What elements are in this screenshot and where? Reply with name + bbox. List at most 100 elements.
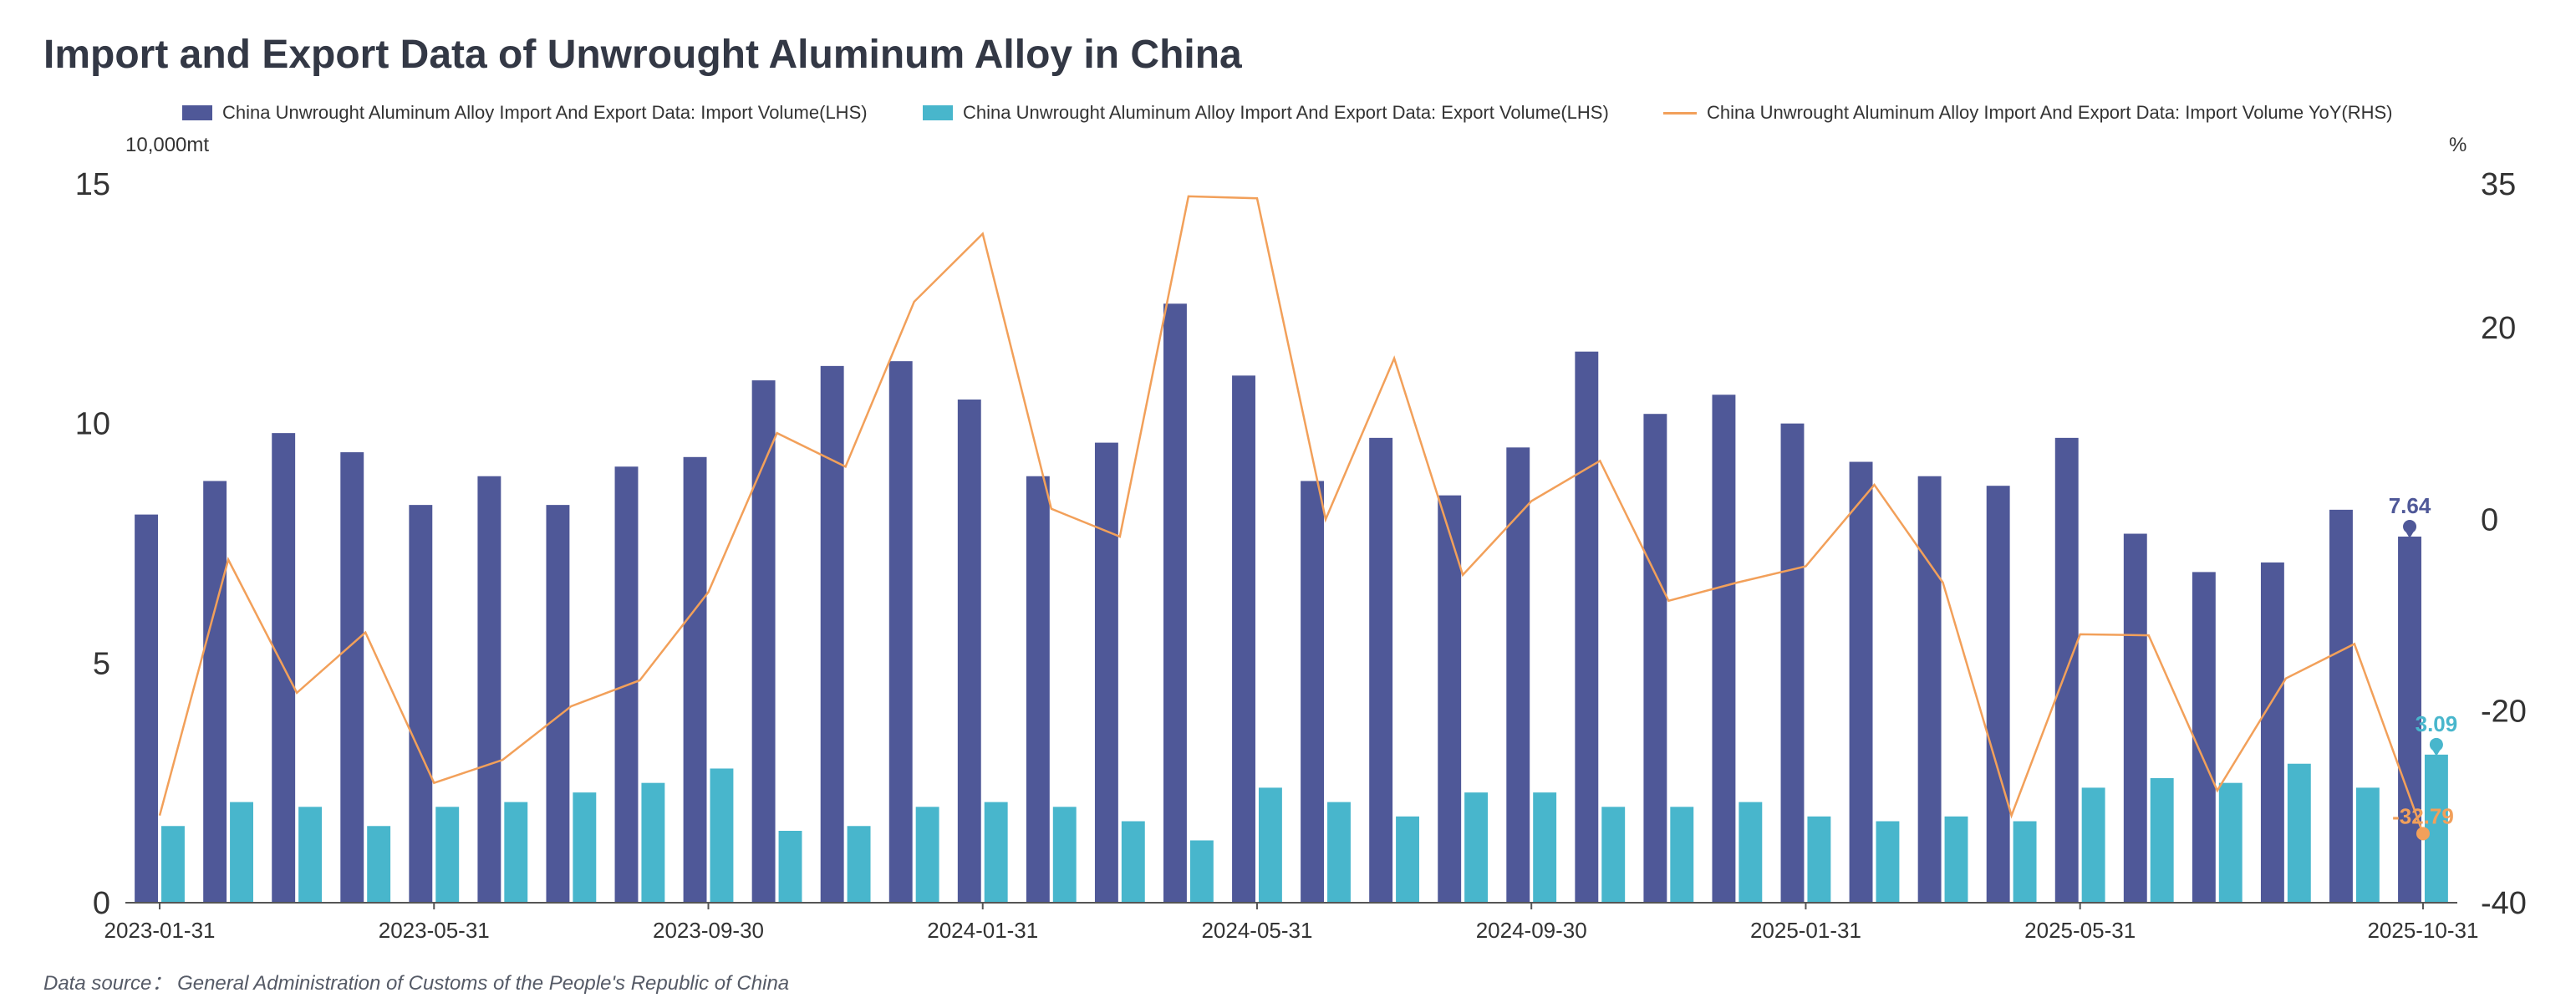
import-bar (2260, 562, 2284, 903)
export-bar (435, 807, 460, 903)
yoy-line-group (158, 195, 2425, 834)
export-bar (2287, 763, 2311, 903)
right-axis-ticks: -40 -20 0 20 35 (2481, 167, 2527, 921)
import-bar (477, 476, 501, 903)
chart-title: Import and Export Data of Unwrought Alum… (43, 33, 1242, 77)
x-tick-label: 2023-09-30 (653, 918, 764, 943)
export-bar (1121, 821, 1145, 903)
x-tick-label: 2023-05-31 (379, 918, 490, 943)
legend-swatch-import (182, 105, 212, 120)
export-bar (778, 831, 802, 903)
import-last-label: 7.64 (2389, 493, 2431, 518)
left-axis-unit: 10,000mt (125, 134, 210, 156)
legend-label-yoy: China Unwrought Aluminum Alloy Import An… (1707, 102, 2393, 123)
export-bar (230, 802, 253, 903)
export-bar (2218, 782, 2243, 903)
import-bars (135, 303, 2421, 904)
export-bar (1258, 787, 1282, 903)
import-bar (135, 514, 159, 903)
import-bar (820, 365, 844, 903)
right-tick-label: -40 (2481, 886, 2527, 921)
export-bar (573, 792, 597, 903)
import-bar (2123, 533, 2147, 903)
legend-swatch-export (923, 105, 953, 120)
export-bar (915, 807, 939, 903)
export-bar (641, 782, 665, 903)
legend-swatch-yoy (1663, 111, 1697, 115)
import-bar (1232, 375, 1255, 903)
import-bar (1986, 486, 2010, 903)
x-tick-label: 2025-05-31 (2024, 918, 2136, 943)
left-tick-label: 10 (75, 407, 110, 442)
import-bar (2192, 572, 2216, 903)
import-bar (1094, 442, 1118, 903)
left-tick-label: 0 (93, 886, 110, 921)
export-last-label: 3.09 (2416, 711, 2458, 736)
import-bar (888, 361, 913, 904)
export-bar (1396, 816, 1419, 903)
x-tick-label: 2025-10-31 (2367, 918, 2478, 943)
import-bar (546, 505, 570, 903)
export-bar (1739, 802, 1763, 903)
export-bar (1189, 840, 1214, 903)
right-axis-unit: % (2449, 134, 2467, 156)
right-tick-label: -20 (2481, 695, 2527, 730)
export-bar (1533, 792, 1557, 903)
import-bar (1712, 395, 1736, 903)
export-bar (1464, 792, 1489, 903)
export-bar (984, 802, 1008, 903)
export-bar (1807, 816, 1831, 903)
left-axis-ticks: 0 5 10 15 (75, 167, 110, 921)
import-bar (2329, 509, 2353, 903)
data-source: Data source： General Administration of C… (43, 972, 790, 995)
legend-label-export: China Unwrought Aluminum Alloy Import An… (963, 102, 1609, 123)
x-tick-label: 2024-05-31 (1201, 918, 1312, 943)
left-tick-label: 5 (93, 646, 110, 681)
export-bar (2013, 821, 2037, 903)
export-bar (847, 826, 871, 903)
export-bar (298, 807, 323, 903)
export-bars (161, 754, 2448, 903)
import-bar (957, 400, 981, 903)
right-tick-label: 35 (2481, 167, 2516, 202)
x-tick-label: 2025-01-31 (1750, 918, 1861, 943)
import-bar (1917, 476, 1942, 903)
export-bar (161, 826, 185, 903)
x-tick-label: 2024-09-30 (1476, 918, 1587, 943)
export-bar (1327, 802, 1351, 903)
export-bar (710, 768, 734, 903)
x-tick-label: 2024-01-31 (927, 918, 1038, 943)
legend: China Unwrought Aluminum Alloy Import An… (0, 99, 2576, 127)
legend-item-export[interactable]: China Unwrought Aluminum Alloy Import An… (923, 99, 1609, 127)
export-bar (1944, 816, 1968, 903)
export-bar (2081, 787, 2105, 903)
import-bar (1438, 495, 1462, 903)
import-bar (683, 456, 707, 903)
x-tick-label: 2023-01-31 (104, 918, 216, 943)
yoy-last-marker (2416, 827, 2430, 841)
export-last-marker-tip (2431, 747, 2441, 756)
import-bar (1301, 481, 1325, 903)
export-bar (2150, 777, 2174, 903)
x-axis-ticks: 2023-01-31 2023-05-31 2023-09-30 2024-01-31… (104, 903, 2478, 943)
right-tick-label: 20 (2481, 311, 2516, 346)
import-bar (1575, 351, 1599, 904)
import-bar (1026, 476, 1050, 903)
export-bar (1052, 807, 1077, 903)
import-bar (1780, 423, 1805, 904)
export-bar (1670, 807, 1694, 903)
export-bar (2424, 754, 2448, 903)
import-bar (409, 505, 433, 903)
import-last-marker-tip (2405, 529, 2416, 538)
left-tick-label: 15 (75, 167, 110, 202)
export-bar (1601, 807, 1626, 903)
import-bar (1643, 414, 1667, 903)
yoy-last-label: -32.79 (2392, 803, 2454, 828)
data-labels: 7.64 3.09 -32.79 (2389, 493, 2458, 841)
import-bar (1849, 461, 1873, 903)
export-bar (367, 826, 391, 903)
legend-item-import[interactable]: China Unwrought Aluminum Alloy Import An… (182, 99, 868, 127)
legend-item-yoy[interactable]: China Unwrought Aluminum Alloy Import An… (1663, 99, 2393, 127)
import-bar (203, 481, 227, 903)
